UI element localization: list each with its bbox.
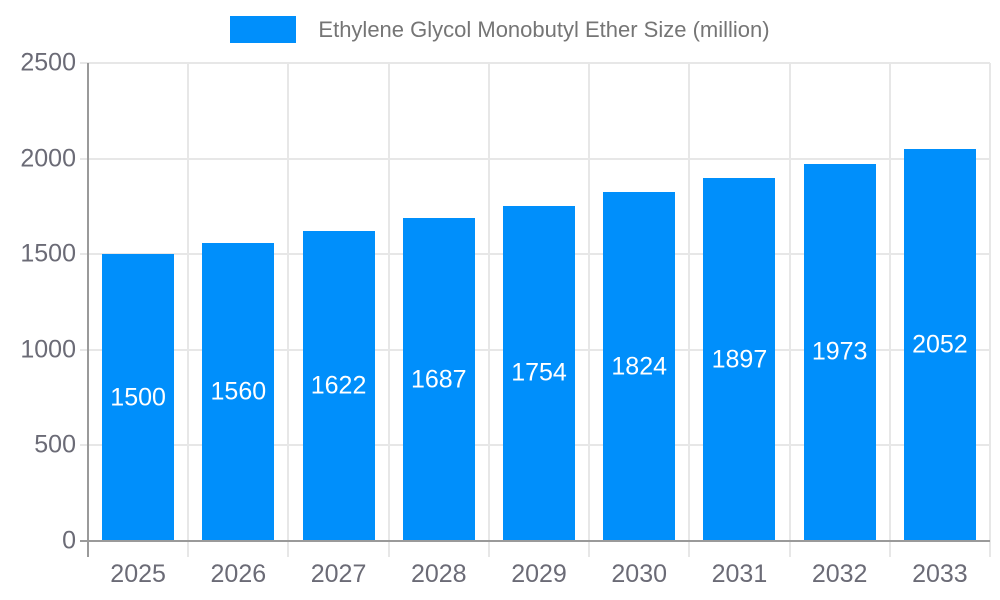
gridline-vertical [287, 63, 290, 541]
bar[interactable] [302, 230, 375, 541]
y-axis-line [87, 63, 89, 557]
bar[interactable] [202, 242, 275, 541]
y-axis-tick-label: 1000 [20, 335, 76, 364]
legend-label: Ethylene Glycol Monobutyl Ether Size (mi… [318, 16, 770, 42]
gridline-horizontal [88, 157, 990, 160]
bar-value-label: 1973 [811, 337, 868, 366]
bar[interactable] [102, 254, 175, 541]
y-axis-tick [80, 444, 88, 447]
gridline-vertical [588, 63, 591, 541]
y-axis-tick-label: 2000 [20, 144, 76, 173]
y-axis-tick-label: 0 [62, 526, 76, 555]
legend: Ethylene Glycol Monobutyl Ether Size (mi… [0, 16, 1000, 43]
x-axis-tick-label: 2027 [310, 560, 367, 588]
x-axis-tick-label: 2029 [511, 560, 567, 588]
y-axis-tick-label: 2500 [20, 48, 76, 77]
y-axis-tick-label: 500 [34, 430, 76, 459]
gridline-vertical [688, 63, 691, 541]
gridline-vertical [788, 63, 791, 541]
bar[interactable] [703, 178, 776, 541]
y-axis-tick [80, 62, 88, 64]
bar-value-label: 1754 [511, 358, 567, 387]
bar[interactable] [603, 192, 676, 541]
gridline-horizontal [88, 62, 990, 64]
x-axis-tick [788, 541, 791, 557]
bar-value-label: 1687 [410, 365, 467, 394]
bar[interactable] [903, 148, 976, 541]
x-axis-tick [888, 541, 891, 557]
gridline-vertical [387, 63, 390, 541]
x-axis-tick [688, 541, 691, 557]
x-axis-tick [588, 541, 591, 557]
x-axis-line [80, 540, 990, 542]
x-axis-tick-label: 2028 [410, 560, 467, 588]
x-axis-tick [989, 541, 991, 557]
bar-value-label: 1500 [110, 383, 166, 412]
x-axis-tick-label: 2030 [611, 560, 668, 588]
bar-value-label: 1824 [611, 352, 668, 381]
x-axis-tick [187, 541, 190, 557]
y-axis-tick-label: 1500 [20, 239, 76, 268]
gridline-vertical [487, 63, 490, 541]
gridline-vertical [989, 63, 991, 541]
x-axis-tick-label: 2031 [711, 560, 768, 588]
x-axis-tick-label: 2025 [110, 560, 166, 588]
x-axis-tick [287, 541, 290, 557]
bar-value-label: 2052 [912, 330, 968, 359]
bar[interactable] [803, 163, 876, 541]
gridline-vertical [187, 63, 190, 541]
x-axis-tick [487, 541, 490, 557]
gridline-vertical [888, 63, 891, 541]
x-axis-tick [387, 541, 390, 557]
bar[interactable] [402, 218, 475, 541]
legend-swatch-icon [230, 16, 297, 43]
bar[interactable] [503, 205, 575, 541]
y-axis-tick [80, 253, 88, 256]
bar-value-label: 1897 [711, 345, 768, 374]
x-axis-tick-label: 2033 [912, 560, 968, 588]
x-axis-tick-label: 2032 [811, 560, 868, 588]
y-axis-tick [80, 348, 88, 351]
x-axis-tick-label: 2026 [210, 560, 267, 588]
bar-value-label: 1622 [310, 371, 367, 400]
bar-value-label: 1560 [210, 377, 267, 406]
legend-item[interactable]: Ethylene Glycol Monobutyl Ether Size (mi… [230, 16, 770, 43]
y-axis-tick [80, 157, 88, 160]
